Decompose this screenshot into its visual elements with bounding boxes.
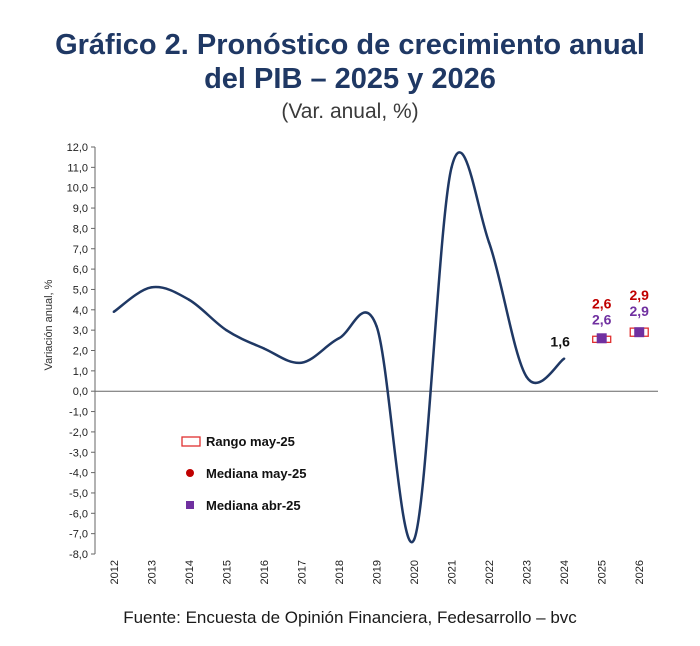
chart-title-line1: Gráfico 2. Pronóstico de crecimiento anu…	[55, 29, 645, 61]
gdp-point-2023	[525, 375, 528, 379]
mediana-abr-label-2026: 2,9	[629, 303, 649, 319]
mediana-may-label-2026: 2,9	[629, 287, 649, 303]
x-tick-label: 2023	[522, 560, 534, 584]
y-tick-label: 10,0	[67, 183, 88, 195]
x-tick-label: 2022	[484, 560, 496, 584]
x-tick-label: 2021	[447, 560, 459, 584]
x-tick-label: 2018	[334, 560, 346, 584]
y-tick-label: -3,0	[69, 447, 88, 459]
gdp-point-2020	[412, 538, 416, 541]
legend-mediana-abr-swatch	[186, 501, 194, 509]
gdp-point-2013	[150, 286, 153, 289]
y-tick-label: 0,0	[73, 386, 88, 398]
gdp-point-2015	[225, 328, 228, 332]
y-tick-label: -5,0	[69, 488, 88, 500]
x-tick-label: 2012	[109, 560, 121, 584]
y-tick-label: 3,0	[73, 325, 88, 337]
y-tick-label: 8,0	[73, 223, 88, 235]
y-tick-label: 4,0	[73, 305, 88, 317]
y-tick-label: -6,0	[69, 508, 88, 520]
y-axis-label: Variación anual, %	[43, 279, 55, 370]
last-value-label: 1,6	[550, 334, 570, 350]
legend-label: Mediana abr-25	[206, 498, 301, 513]
chart-title-line2: del PIB – 2025 y 2026	[204, 63, 496, 95]
mediana-abr-point-2026	[634, 327, 645, 338]
x-tick-label: 2017	[296, 560, 308, 584]
x-tick-label: 2013	[146, 560, 158, 584]
gdp-point-2018	[337, 337, 341, 340]
x-tick-label: 2024	[559, 560, 571, 584]
gdp-point-2021	[450, 166, 453, 169]
y-tick-label: 5,0	[73, 284, 88, 296]
legend-label: Rango may-25	[206, 434, 295, 449]
x-tick-label: 2014	[184, 560, 196, 584]
y-tick-label: -2,0	[69, 427, 88, 439]
y-tick-label: 2,0	[73, 346, 88, 358]
y-tick-label: -4,0	[69, 468, 88, 480]
legend-rango-swatch	[181, 436, 201, 447]
y-tick-label: -7,0	[69, 529, 88, 541]
gdp-point-2017	[300, 361, 303, 364]
mediana-abr-label-2025: 2,6	[592, 311, 612, 327]
x-tick-label: 2019	[372, 560, 384, 584]
y-tick-label: 11,0	[67, 162, 88, 174]
y-tick-label: 9,0	[73, 203, 88, 215]
mediana-abr-point-2025	[596, 333, 607, 344]
legend-label: Mediana may-25	[206, 466, 306, 481]
gdp-point-2022	[487, 241, 491, 244]
y-tick-label: -8,0	[69, 549, 88, 561]
gdp-point-2019	[375, 324, 378, 328]
gdp-point-2014	[187, 298, 191, 301]
mediana-may-label-2025: 2,6	[592, 295, 612, 311]
gdp-series-line	[113, 151, 565, 544]
y-tick-label: 12,0	[67, 142, 88, 154]
x-tick-label: 2020	[409, 560, 421, 584]
y-tick-label: 6,0	[73, 264, 88, 276]
chart-subtitle: (Var. anual, %)	[281, 100, 419, 123]
x-tick-label: 2025	[597, 560, 609, 584]
y-tick-label: 1,0	[73, 366, 88, 378]
y-tick-label: -1,0	[69, 407, 88, 419]
source-note: Fuente: Encuesta de Opinión Financiera, …	[123, 608, 577, 627]
gdp-point-2024	[562, 357, 566, 360]
x-tick-label: 2015	[221, 560, 233, 584]
gdp-point-2016	[262, 347, 266, 350]
x-tick-label: 2026	[634, 560, 646, 584]
gdp-point-2012	[112, 310, 115, 314]
x-tick-label: 2016	[259, 560, 271, 584]
legend-mediana-may-swatch	[186, 469, 194, 477]
y-tick-label: 7,0	[73, 244, 88, 256]
